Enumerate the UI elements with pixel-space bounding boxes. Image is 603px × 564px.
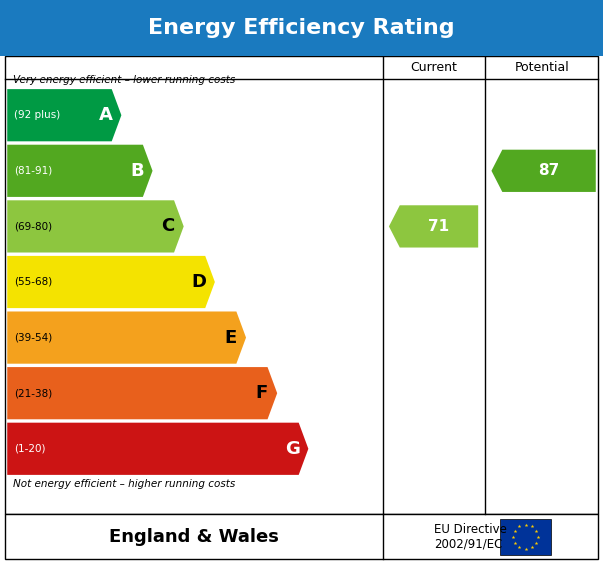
Text: 87: 87 [538, 164, 559, 178]
Text: B: B [130, 162, 144, 180]
Text: (92 plus): (92 plus) [14, 110, 61, 120]
Text: Not energy efficient – higher running costs: Not energy efficient – higher running co… [13, 479, 236, 490]
Text: G: G [285, 440, 300, 458]
Text: (39-54): (39-54) [14, 333, 52, 342]
Text: England & Wales: England & Wales [109, 528, 279, 546]
Text: Very energy efficient – lower running costs: Very energy efficient – lower running co… [13, 74, 236, 85]
Text: (69-80): (69-80) [14, 222, 52, 231]
Polygon shape [7, 367, 277, 419]
Polygon shape [7, 256, 215, 308]
Text: D: D [192, 273, 207, 291]
Text: Energy Efficiency Rating: Energy Efficiency Rating [148, 18, 455, 38]
Bar [500, 519, 551, 555]
Bar [5, 514, 598, 559]
Polygon shape [7, 145, 153, 197]
Text: A: A [99, 106, 113, 124]
Polygon shape [7, 422, 308, 475]
Text: Potential: Potential [514, 61, 569, 74]
Polygon shape [389, 205, 478, 248]
Text: (21-38): (21-38) [14, 388, 52, 398]
Polygon shape [7, 311, 246, 364]
Text: 71: 71 [428, 219, 449, 234]
Text: E: E [224, 329, 236, 347]
Text: F: F [256, 384, 268, 402]
Text: Current: Current [411, 61, 458, 74]
Text: EU Directive
2002/91/EC: EU Directive 2002/91/EC [434, 523, 507, 551]
Bar [5, 56, 598, 514]
Polygon shape [7, 200, 184, 253]
Text: (55-68): (55-68) [14, 277, 52, 287]
Text: (81-91): (81-91) [14, 166, 52, 176]
Bar [0, 0, 603, 56]
Text: C: C [162, 217, 175, 235]
Text: (1-20): (1-20) [14, 444, 46, 454]
Polygon shape [491, 149, 596, 192]
Polygon shape [7, 89, 121, 142]
